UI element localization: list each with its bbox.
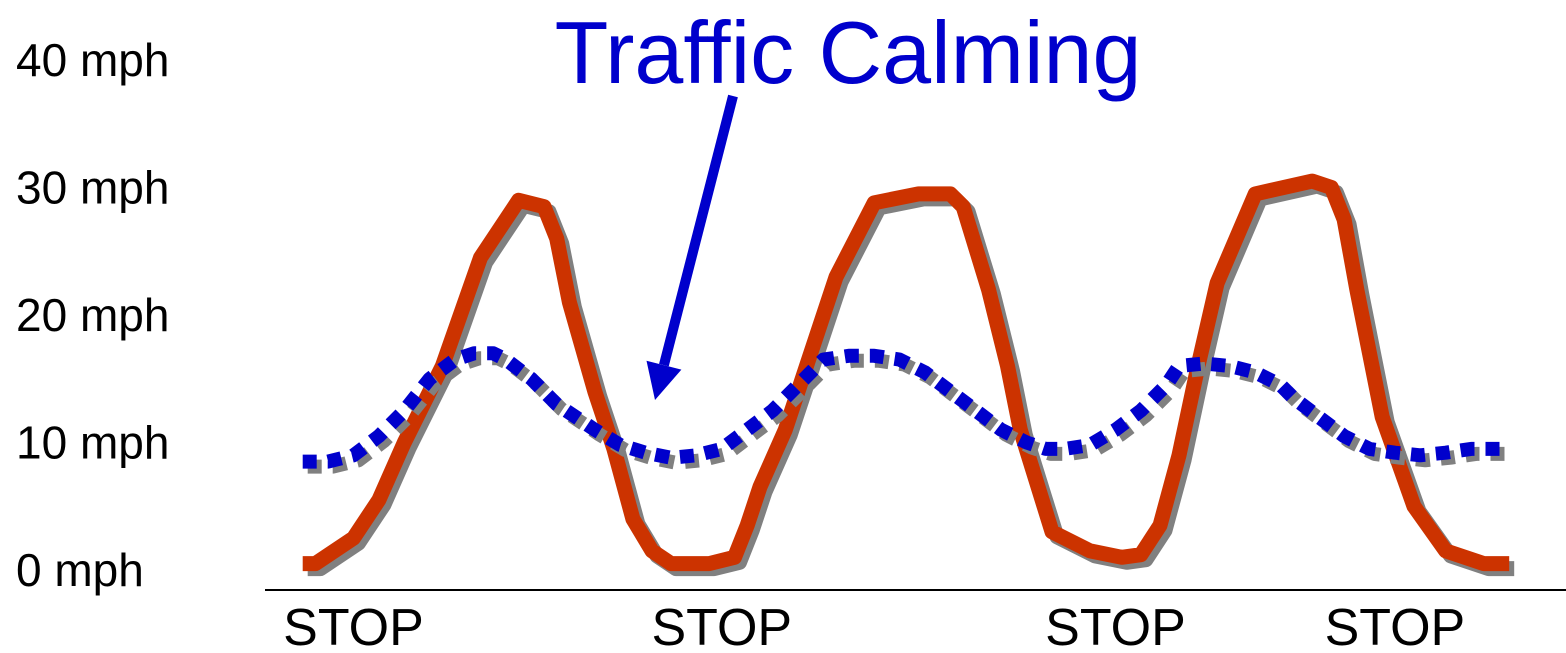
traffic-calming-speed-line	[302, 346, 1510, 469]
y-axis-tick-labels: 40 mph 30 mph 20 mph 10 mph 0 mph	[16, 34, 169, 596]
y-tick-label: 30 mph	[16, 162, 169, 214]
x-tick-label-stop: STOP	[651, 599, 792, 653]
x-tick-label-stop: STOP	[283, 599, 424, 653]
annotation-arrow-line	[659, 94, 738, 367]
y-tick-label: 20 mph	[16, 289, 169, 341]
x-axis-tick-labels: STOP STOP STOP STOP	[283, 599, 1465, 653]
y-tick-label: 40 mph	[16, 34, 169, 86]
chart-title: Traffic Calming	[555, 3, 1142, 102]
y-tick-label: 10 mph	[16, 417, 169, 469]
y-tick-label: 0 mph	[16, 544, 144, 596]
annotation-layer	[646, 94, 738, 400]
annotation-arrow-head	[646, 360, 682, 400]
series-1-shadow	[307, 351, 1515, 474]
x-tick-label-stop: STOP	[1325, 599, 1466, 653]
normal-speed-line	[302, 173, 1510, 572]
x-tick-label-stop: STOP	[1045, 599, 1186, 653]
series-layer	[302, 173, 1515, 577]
